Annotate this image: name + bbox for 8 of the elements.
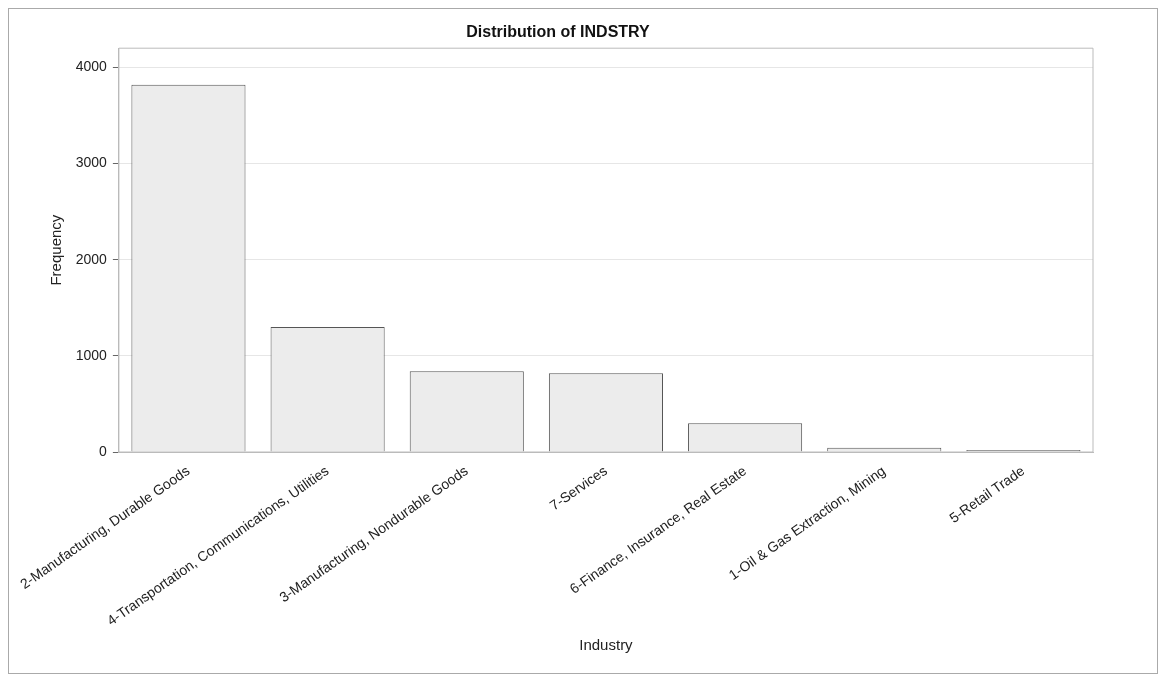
y-tick-label: 2000 xyxy=(75,250,108,267)
chart-title: Distribution of INDSTRY xyxy=(466,23,651,41)
y-tick-label: 3000 xyxy=(75,154,108,171)
y-tick-label: 0 xyxy=(99,442,108,459)
x-axis-title: Industry xyxy=(579,636,634,654)
y-tick-label: 4000 xyxy=(75,58,108,75)
y-axis-title: Frequency xyxy=(46,214,64,286)
y-tick-label: 1000 xyxy=(75,346,108,363)
